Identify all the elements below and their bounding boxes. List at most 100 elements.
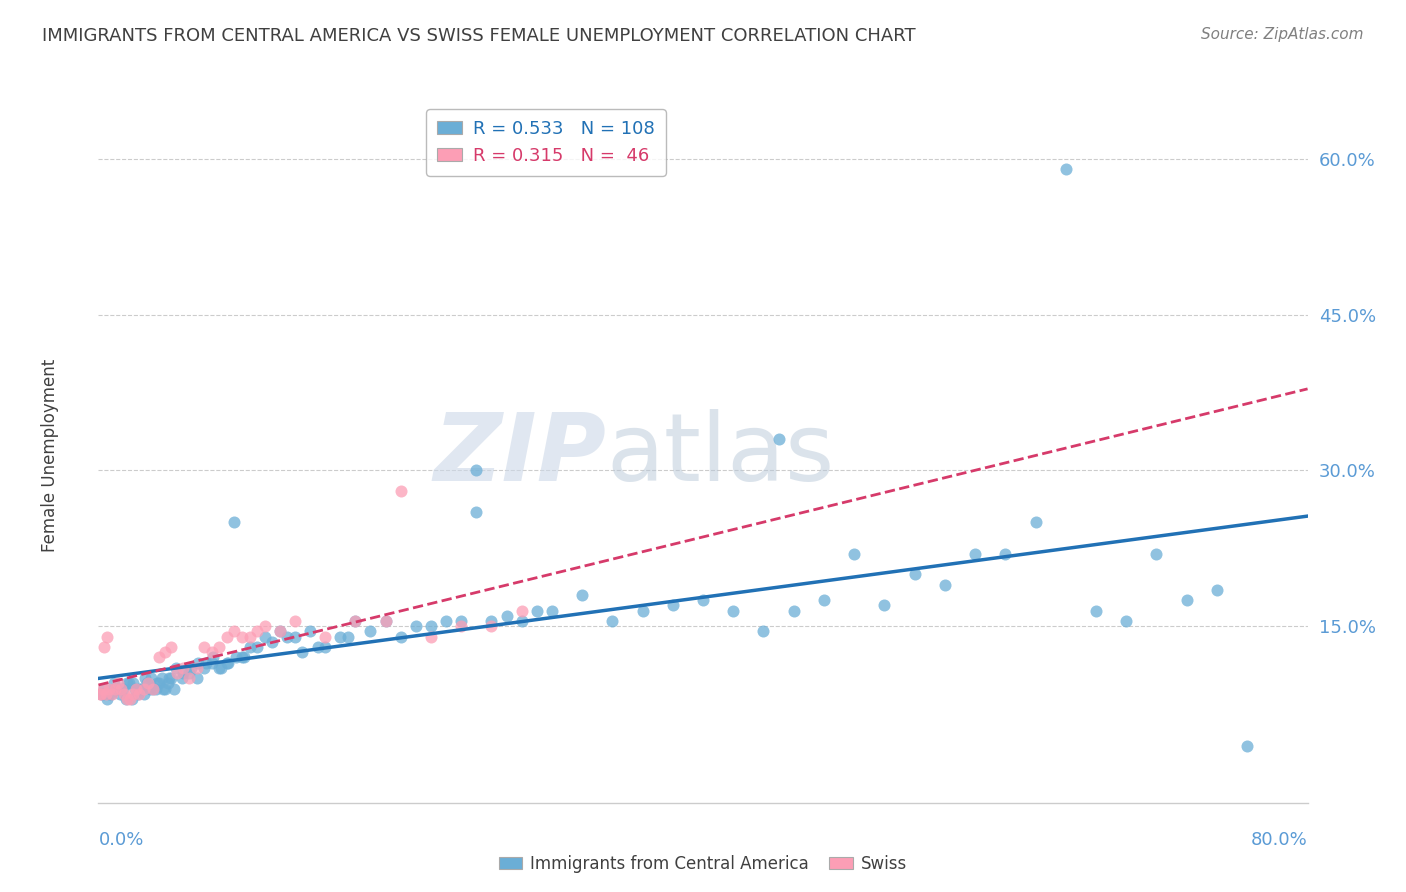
Point xyxy=(129,681,152,696)
Point xyxy=(420,630,443,644)
Point xyxy=(172,665,194,680)
Point xyxy=(112,687,135,701)
Point xyxy=(253,619,276,633)
Point xyxy=(434,614,457,628)
Point xyxy=(163,681,186,696)
Point xyxy=(98,687,121,701)
Point xyxy=(291,645,314,659)
Point xyxy=(148,676,170,690)
Point xyxy=(1085,604,1108,618)
Point xyxy=(284,630,307,644)
Point xyxy=(225,650,247,665)
Point xyxy=(239,640,262,654)
Point xyxy=(344,614,367,628)
Point xyxy=(510,604,533,618)
Point xyxy=(187,656,209,670)
Point xyxy=(124,681,146,696)
Point xyxy=(103,676,125,690)
Point xyxy=(420,619,443,633)
Point xyxy=(510,614,533,628)
Point xyxy=(450,614,472,628)
Point xyxy=(284,614,307,628)
Point xyxy=(692,593,714,607)
Point xyxy=(602,614,624,628)
Point xyxy=(813,593,835,607)
Point xyxy=(93,640,115,654)
Point xyxy=(253,630,276,644)
Point xyxy=(105,681,128,696)
Point xyxy=(262,635,284,649)
Point xyxy=(329,630,352,644)
Point xyxy=(122,676,145,690)
Point xyxy=(148,650,170,665)
Point xyxy=(186,671,208,685)
Point xyxy=(904,567,927,582)
Point xyxy=(107,676,129,690)
Point xyxy=(142,681,165,696)
Point xyxy=(145,681,167,696)
Point xyxy=(132,687,155,701)
Point xyxy=(246,624,269,639)
Point xyxy=(89,687,111,701)
Point xyxy=(209,661,232,675)
Point xyxy=(110,681,132,696)
Point xyxy=(1054,162,1077,177)
Point xyxy=(360,624,382,639)
Point xyxy=(180,661,202,675)
Point xyxy=(179,665,201,680)
Point xyxy=(465,463,488,477)
Point xyxy=(389,630,412,644)
Point xyxy=(571,588,593,602)
Point xyxy=(224,624,246,639)
Point xyxy=(201,656,224,670)
Point xyxy=(110,681,132,696)
Text: ZIP: ZIP xyxy=(433,409,606,501)
Point xyxy=(481,619,503,633)
Point xyxy=(201,645,224,659)
Point xyxy=(172,661,194,675)
Point xyxy=(90,687,112,701)
Point xyxy=(165,661,187,675)
Point xyxy=(91,681,114,696)
Text: Female Unemployment: Female Unemployment xyxy=(41,359,59,551)
Point xyxy=(98,681,121,696)
Point xyxy=(768,433,790,447)
Point xyxy=(194,656,217,670)
Point xyxy=(139,681,162,696)
Point xyxy=(142,681,165,696)
Point xyxy=(246,640,269,654)
Point xyxy=(1236,739,1258,753)
Point xyxy=(156,676,179,690)
Point xyxy=(120,692,142,706)
Point xyxy=(127,687,149,701)
Text: IMMIGRANTS FROM CENTRAL AMERICA VS SWISS FEMALE UNEMPLOYMENT CORRELATION CHART: IMMIGRANTS FROM CENTRAL AMERICA VS SWISS… xyxy=(42,27,915,45)
Point xyxy=(844,547,866,561)
Point xyxy=(374,614,396,628)
Point xyxy=(150,671,173,685)
Point xyxy=(276,630,298,644)
Point xyxy=(481,614,503,628)
Point xyxy=(314,640,336,654)
Point xyxy=(152,681,174,696)
Point xyxy=(160,640,183,654)
Point xyxy=(179,671,201,685)
Point xyxy=(723,604,745,618)
Point xyxy=(994,547,1017,561)
Point xyxy=(783,604,806,618)
Point xyxy=(166,665,188,680)
Point xyxy=(108,687,131,701)
Point xyxy=(132,681,155,696)
Point xyxy=(1024,516,1046,530)
Point xyxy=(96,692,118,706)
Point xyxy=(540,604,562,618)
Point xyxy=(159,671,181,685)
Point xyxy=(170,671,193,685)
Point xyxy=(193,661,215,675)
Point xyxy=(141,671,163,685)
Text: 0.0%: 0.0% xyxy=(98,830,143,848)
Point xyxy=(122,687,145,701)
Point xyxy=(934,578,956,592)
Point xyxy=(344,614,367,628)
Point xyxy=(101,687,124,701)
Point xyxy=(314,630,336,644)
